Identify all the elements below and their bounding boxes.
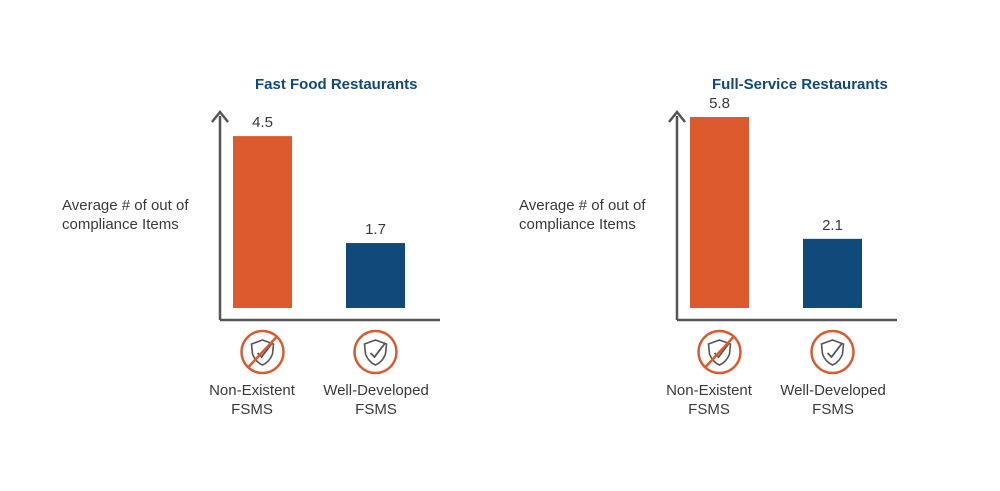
y-axis-label: Average # of out of compliance Items <box>62 197 189 233</box>
shield-check-icon <box>353 329 398 375</box>
chart-title: Full-Service Restaurants <box>712 76 888 93</box>
bar <box>346 243 405 308</box>
category-label: Well-Developed FSMS <box>323 382 429 418</box>
plot-area: 5.8 2.1 <box>668 95 897 375</box>
shield-check-crossed-out-icon <box>697 329 742 375</box>
category-label: Non-Existent FSMS <box>666 382 752 418</box>
bar <box>690 117 749 308</box>
chart-title: Fast Food Restaurants <box>255 76 418 93</box>
data-label: 1.7 <box>365 221 386 238</box>
y-axis-arrow <box>211 109 229 123</box>
y-axis-label: Average # of out of compliance Items <box>519 197 646 233</box>
data-label: 2.1 <box>822 217 843 234</box>
chart-panel-fast-food: Fast Food Restaurants Average # of out o… <box>62 76 440 418</box>
data-label: 4.5 <box>252 114 273 131</box>
shield-check-icon <box>810 329 855 375</box>
data-label: 5.8 <box>709 95 730 112</box>
category-label: Non-Existent FSMS <box>209 382 295 418</box>
bar <box>803 238 862 308</box>
category-label: Well-Developed FSMS <box>780 382 886 418</box>
plot-area: 4.5 1.7 <box>211 109 440 375</box>
bar <box>233 136 292 308</box>
y-axis-arrow <box>668 109 686 123</box>
chart-panel-full-service: Full-Service Restaurants Average # of ou… <box>457 0 957 491</box>
shield-check-crossed-out-icon <box>240 329 285 375</box>
